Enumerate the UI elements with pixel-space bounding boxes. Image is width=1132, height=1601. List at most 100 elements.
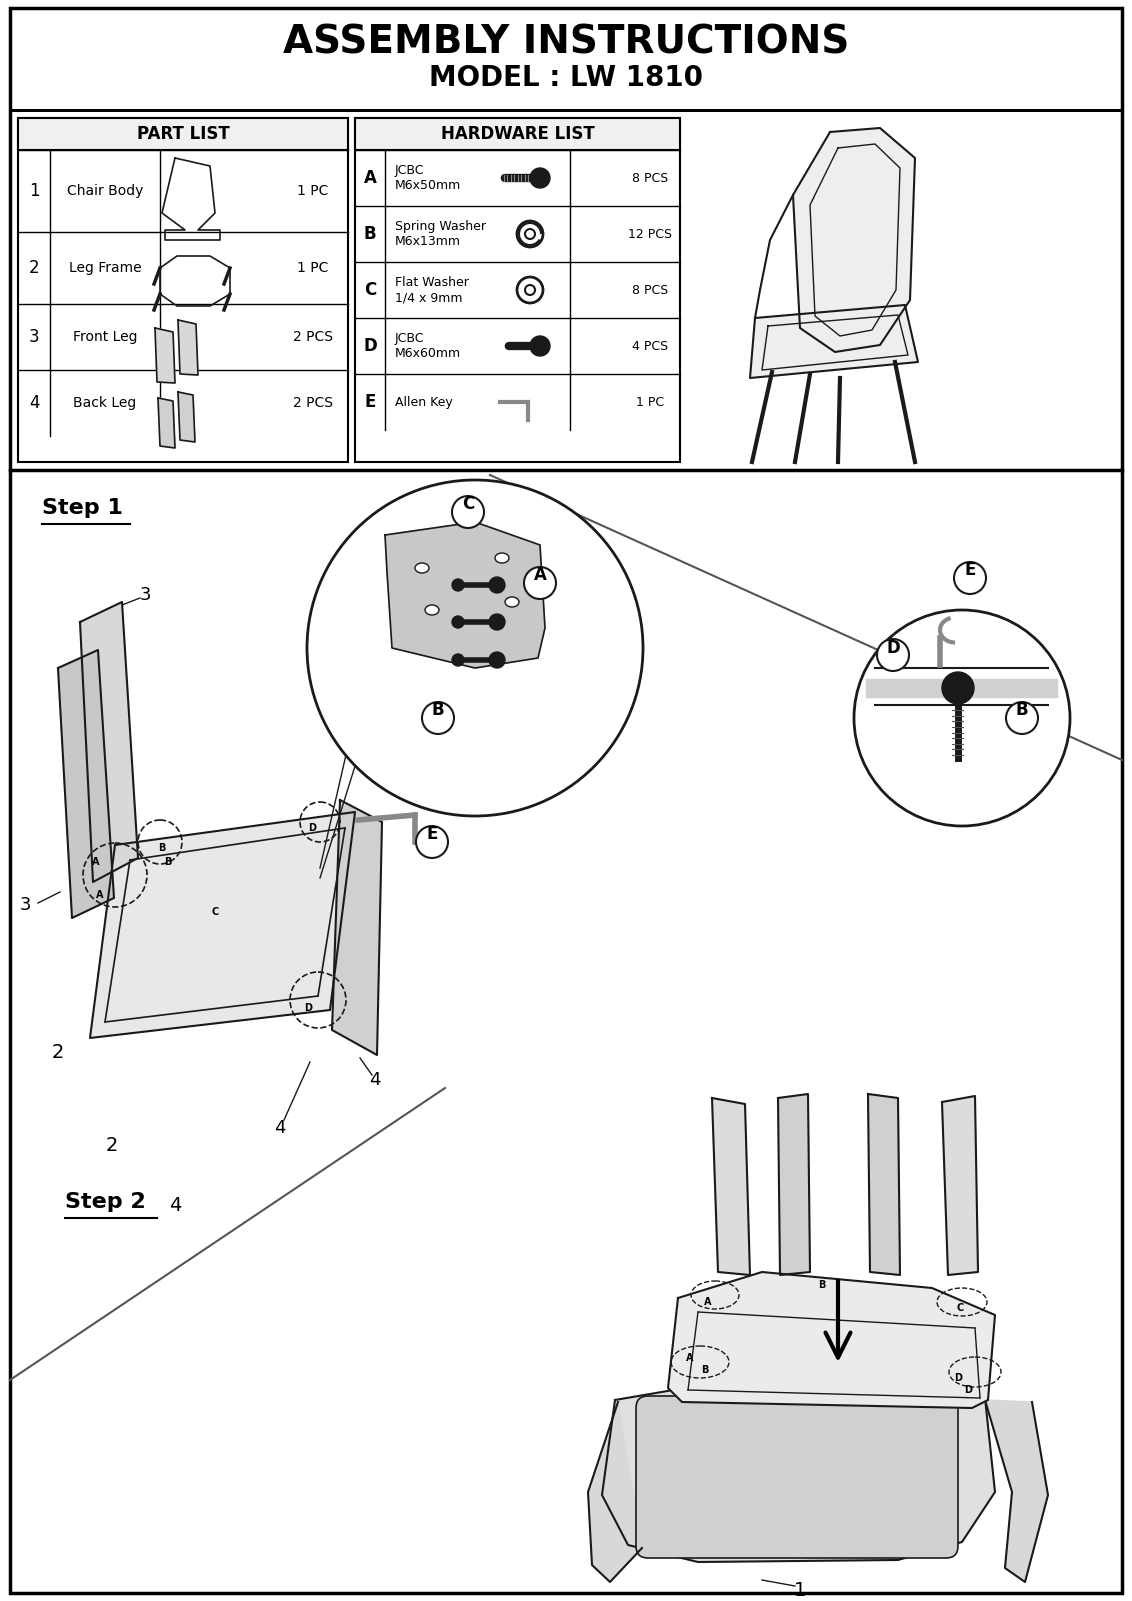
Ellipse shape bbox=[495, 552, 509, 564]
Circle shape bbox=[452, 616, 464, 628]
Text: 4: 4 bbox=[28, 394, 40, 411]
Text: B: B bbox=[702, 1366, 709, 1375]
Text: B: B bbox=[363, 226, 376, 243]
Text: 2: 2 bbox=[52, 1042, 65, 1061]
Text: E: E bbox=[427, 825, 438, 844]
Text: D: D bbox=[308, 823, 316, 833]
Polygon shape bbox=[778, 1093, 811, 1274]
Text: C: C bbox=[462, 495, 474, 512]
Text: D: D bbox=[363, 336, 377, 355]
Text: 8 PCS: 8 PCS bbox=[632, 283, 668, 296]
Text: C: C bbox=[363, 282, 376, 299]
Circle shape bbox=[530, 168, 550, 187]
Circle shape bbox=[452, 653, 464, 666]
Polygon shape bbox=[751, 306, 918, 378]
Text: 1 PC: 1 PC bbox=[298, 261, 328, 275]
Circle shape bbox=[452, 580, 464, 591]
Circle shape bbox=[854, 610, 1070, 826]
Ellipse shape bbox=[505, 597, 518, 607]
Text: 3: 3 bbox=[139, 586, 151, 604]
Polygon shape bbox=[80, 602, 138, 882]
Text: 2 PCS: 2 PCS bbox=[293, 330, 333, 344]
Text: 3: 3 bbox=[19, 897, 31, 914]
Polygon shape bbox=[602, 1370, 995, 1563]
Text: 1: 1 bbox=[28, 183, 40, 200]
Text: B: B bbox=[818, 1281, 825, 1290]
Text: JCBC
M6x60mm: JCBC M6x60mm bbox=[395, 331, 461, 360]
Text: MODEL : LW 1810: MODEL : LW 1810 bbox=[429, 64, 703, 91]
Text: A: A bbox=[96, 890, 104, 900]
Text: ASSEMBLY INSTRUCTIONS: ASSEMBLY INSTRUCTIONS bbox=[283, 22, 849, 61]
Text: 2: 2 bbox=[28, 259, 40, 277]
Circle shape bbox=[954, 562, 986, 594]
Text: D: D bbox=[964, 1385, 972, 1394]
Circle shape bbox=[422, 701, 454, 733]
Circle shape bbox=[877, 639, 909, 671]
Polygon shape bbox=[58, 650, 114, 917]
Text: 4: 4 bbox=[169, 1196, 181, 1215]
Text: C: C bbox=[212, 908, 218, 917]
Polygon shape bbox=[155, 328, 175, 383]
Circle shape bbox=[489, 652, 505, 668]
Text: Chair Body: Chair Body bbox=[67, 184, 143, 199]
Text: A: A bbox=[533, 567, 547, 584]
Circle shape bbox=[524, 567, 556, 599]
Text: Leg Frame: Leg Frame bbox=[69, 261, 142, 275]
Circle shape bbox=[415, 826, 448, 858]
Circle shape bbox=[489, 615, 505, 631]
Circle shape bbox=[307, 480, 643, 817]
Text: B: B bbox=[431, 701, 445, 719]
Text: 1 PC: 1 PC bbox=[298, 184, 328, 199]
Polygon shape bbox=[332, 800, 381, 1055]
Ellipse shape bbox=[424, 605, 439, 615]
Text: A: A bbox=[686, 1353, 694, 1362]
Text: Step 1: Step 1 bbox=[42, 498, 123, 519]
Polygon shape bbox=[91, 812, 355, 1037]
FancyBboxPatch shape bbox=[636, 1396, 958, 1558]
Text: 4 PCS: 4 PCS bbox=[632, 339, 668, 352]
Text: E: E bbox=[964, 560, 976, 580]
Text: HARDWARE LIST: HARDWARE LIST bbox=[440, 125, 594, 142]
Text: C: C bbox=[957, 1303, 963, 1313]
Text: Spring Washer
M6x13mm: Spring Washer M6x13mm bbox=[395, 219, 486, 248]
Text: 12 PCS: 12 PCS bbox=[628, 227, 672, 240]
Text: JCBC
M6x50mm: JCBC M6x50mm bbox=[395, 163, 461, 192]
Polygon shape bbox=[794, 128, 915, 352]
Polygon shape bbox=[178, 392, 195, 442]
Text: 4: 4 bbox=[369, 1071, 380, 1089]
Text: B: B bbox=[1015, 701, 1028, 719]
Polygon shape bbox=[588, 1402, 642, 1582]
Polygon shape bbox=[178, 320, 198, 375]
Bar bbox=[18, 118, 348, 150]
Text: A: A bbox=[363, 170, 377, 187]
Polygon shape bbox=[385, 522, 544, 668]
Polygon shape bbox=[942, 1097, 978, 1274]
Polygon shape bbox=[712, 1098, 751, 1274]
Ellipse shape bbox=[415, 564, 429, 573]
Polygon shape bbox=[668, 1273, 995, 1407]
Text: Front Leg: Front Leg bbox=[72, 330, 137, 344]
Text: A: A bbox=[92, 857, 100, 868]
Bar bbox=[355, 118, 680, 463]
Circle shape bbox=[452, 496, 484, 528]
Circle shape bbox=[530, 336, 550, 355]
Circle shape bbox=[1006, 701, 1038, 733]
Text: PART LIST: PART LIST bbox=[137, 125, 230, 142]
Text: 4: 4 bbox=[274, 1119, 285, 1137]
Text: B: B bbox=[164, 857, 172, 868]
Polygon shape bbox=[158, 399, 175, 448]
Bar bbox=[10, 110, 1122, 471]
Bar bbox=[18, 118, 348, 463]
Polygon shape bbox=[868, 1093, 900, 1274]
Polygon shape bbox=[985, 1399, 1048, 1582]
Text: D: D bbox=[305, 1002, 312, 1013]
Text: Allen Key: Allen Key bbox=[395, 395, 453, 408]
Text: 2: 2 bbox=[105, 1135, 118, 1154]
Text: Flat Washer
1/4 x 9mm: Flat Washer 1/4 x 9mm bbox=[395, 275, 469, 304]
Text: Back Leg: Back Leg bbox=[74, 395, 137, 410]
Text: A: A bbox=[704, 1297, 712, 1306]
Text: 3: 3 bbox=[28, 328, 40, 346]
Circle shape bbox=[942, 672, 974, 704]
Text: D: D bbox=[954, 1374, 962, 1383]
Text: D: D bbox=[886, 639, 900, 656]
